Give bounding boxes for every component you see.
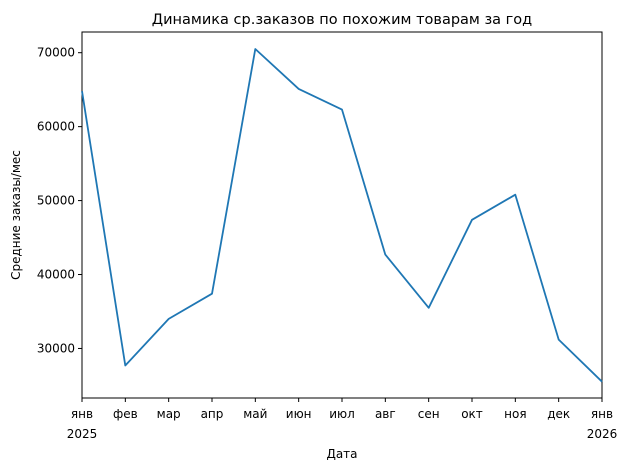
x-tick-label: янв bbox=[591, 407, 613, 421]
y-tick-label: 40000 bbox=[37, 268, 75, 282]
x-tick-label: июл bbox=[329, 407, 355, 421]
y-tick-label: 60000 bbox=[37, 120, 75, 134]
x-tick-label: дек bbox=[547, 407, 570, 421]
y-tick-label: 30000 bbox=[37, 341, 75, 355]
y-tick-label: 70000 bbox=[37, 46, 75, 60]
y-tick-label: 50000 bbox=[37, 194, 75, 208]
x-tick-label: авг bbox=[375, 407, 396, 421]
x-axis: янв 2025 фев мар апр май июн июл авг сен окт ноя дек… bbox=[67, 398, 618, 441]
x-tick-label: апр bbox=[201, 407, 224, 421]
x-tick-year-label: 2026 bbox=[587, 427, 618, 441]
plot-frame bbox=[81, 31, 603, 399]
x-tick-label: июн bbox=[286, 407, 312, 421]
y-axis: 30000 40000 50000 60000 70000 bbox=[37, 46, 82, 355]
x-tick-label: ноя bbox=[504, 407, 526, 421]
y-axis-label: Средние заказы/мес bbox=[9, 150, 23, 280]
x-tick-label: фев bbox=[113, 407, 138, 421]
x-tick-label: сен bbox=[418, 407, 440, 421]
x-tick-label: май bbox=[243, 407, 267, 421]
x-tick-label: мар bbox=[157, 407, 181, 421]
chart-title: Динамика ср.заказов по похожим товарам з… bbox=[152, 12, 532, 28]
series-line bbox=[81, 48, 603, 383]
x-axis-label: Дата bbox=[326, 447, 357, 461]
x-tick-year-label: 2025 bbox=[67, 427, 98, 441]
x-tick-label: янв bbox=[71, 407, 93, 421]
x-tick-label: окт bbox=[461, 407, 483, 421]
